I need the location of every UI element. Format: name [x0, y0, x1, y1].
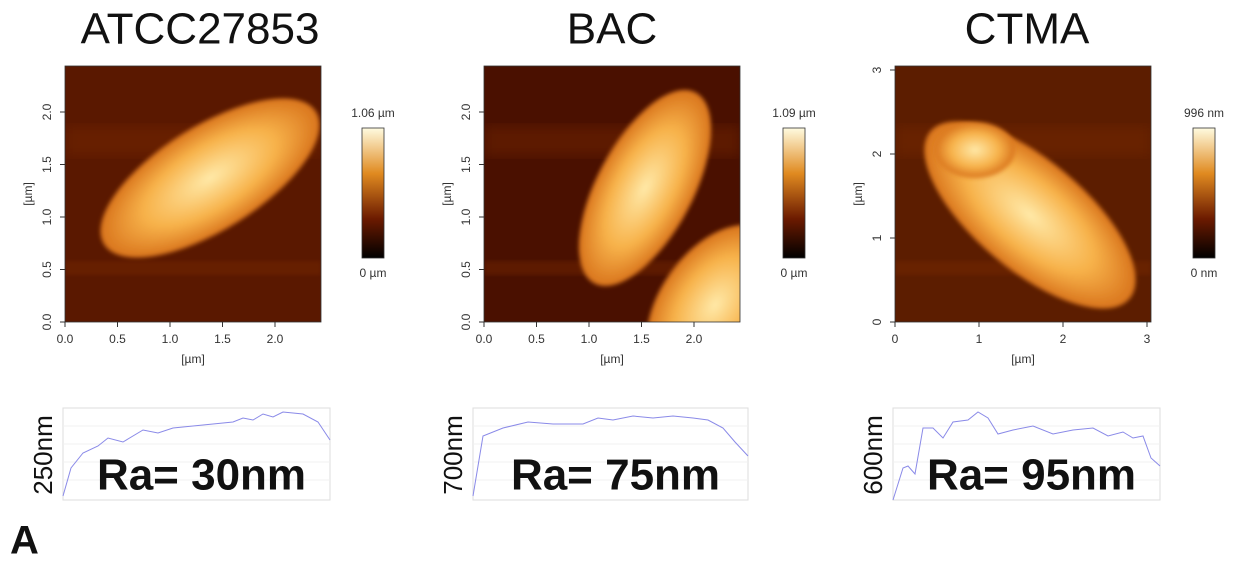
cell	[100, 98, 320, 258]
colorbar-min: 0 nm	[1191, 266, 1218, 280]
colorbar	[782, 127, 806, 259]
x-tick-label: 1.0	[581, 332, 598, 346]
y-tick-label: 0.5	[40, 261, 54, 278]
y-tick-label: 1	[870, 234, 884, 241]
cell	[935, 122, 1015, 178]
cell	[578, 90, 712, 286]
y-tick-label: 0.0	[40, 313, 54, 330]
x-tick-label: 0.0	[57, 332, 74, 346]
profile-frame	[472, 407, 749, 501]
colorbar-max: 1.06 µm	[351, 106, 395, 120]
profile-axis-label: 600nm	[858, 415, 888, 495]
colorbar-max: 996 nm	[1184, 106, 1224, 120]
roughness-label: Ra= 30nm	[97, 451, 306, 500]
profile-frame	[62, 407, 331, 501]
y-tick-label: 1.0	[40, 208, 54, 225]
y-tick-label: 0	[870, 318, 884, 325]
y-tick-label: 1.5	[40, 156, 54, 173]
colorbar-min: 0 µm	[781, 266, 808, 280]
x-axis-label: [µm]	[181, 352, 205, 366]
y-tick-label: 3	[870, 66, 884, 73]
roughness-label: Ra= 75nm	[511, 451, 720, 500]
profile-line	[892, 411, 1161, 501]
profile-axis-label: 700nm	[438, 415, 468, 495]
y-tick-label: 2	[870, 150, 884, 157]
y-axis-label: [µm]	[21, 182, 35, 206]
x-tick-label: 1.0	[162, 332, 179, 346]
profile-axis-label: 250nm	[28, 415, 58, 495]
afm-image	[484, 66, 740, 322]
x-tick-label: 0.5	[528, 332, 545, 346]
x-tick-label: 0	[892, 332, 899, 346]
y-tick-label: 1.0	[459, 208, 473, 225]
x-tick-label: 0.0	[476, 332, 493, 346]
image-frame	[64, 65, 322, 323]
x-axis-label: [µm]	[600, 352, 624, 366]
x-tick-label: 2.0	[686, 332, 703, 346]
cell	[646, 224, 740, 322]
profile-line	[62, 411, 331, 497]
colorbar-max: 1.09 µm	[772, 106, 816, 120]
profile-frame	[892, 407, 1161, 501]
x-axis-label: [µm]	[1011, 352, 1035, 366]
y-tick-label: 2.0	[40, 103, 54, 120]
y-tick-label: 1.5	[459, 156, 473, 173]
y-tick-label: 0.5	[459, 261, 473, 278]
image-frame	[483, 65, 741, 323]
panel-label: A	[10, 519, 39, 563]
x-tick-label: 3	[1144, 332, 1151, 346]
panel-title: ATCC27853	[81, 5, 320, 54]
afm-image	[65, 66, 321, 322]
y-axis-label: [µm]	[851, 182, 865, 206]
y-tick-label: 2.0	[459, 103, 473, 120]
y-axis-label: [µm]	[440, 182, 454, 206]
y-tick-label: 0.0	[459, 313, 473, 330]
colorbar-min: 0 µm	[360, 266, 387, 280]
x-tick-label: 2.0	[267, 332, 284, 346]
profile-line	[472, 415, 749, 497]
x-tick-label: 0.5	[109, 332, 126, 346]
panel-title: CTMA	[965, 5, 1090, 54]
x-tick-label: 1.5	[633, 332, 650, 346]
image-frame	[894, 65, 1152, 323]
x-tick-label: 2	[1060, 332, 1067, 346]
panel-title: BAC	[567, 5, 657, 54]
colorbar	[361, 127, 385, 259]
colorbar	[1192, 127, 1216, 259]
x-tick-label: 1.5	[214, 332, 231, 346]
x-tick-label: 1	[976, 332, 983, 346]
image-stripe	[65, 261, 321, 275]
roughness-label: Ra= 95nm	[927, 451, 1136, 500]
afm-image	[895, 66, 1151, 322]
